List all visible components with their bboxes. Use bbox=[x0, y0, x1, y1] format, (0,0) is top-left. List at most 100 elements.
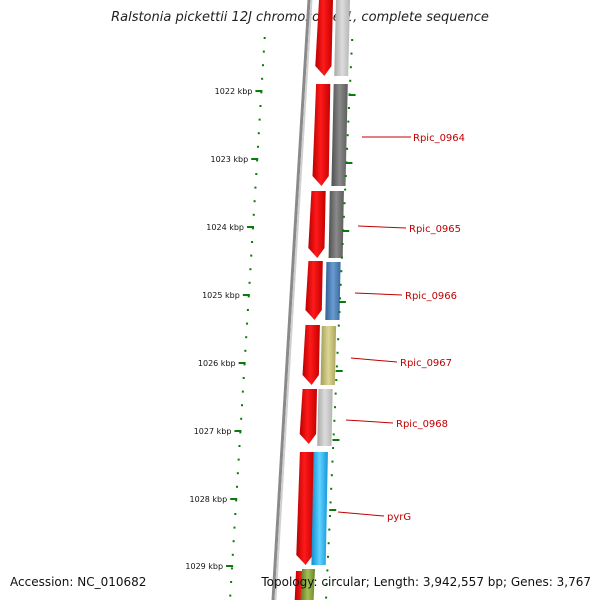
ruler-dot bbox=[240, 417, 243, 420]
ruler-dot bbox=[260, 91, 263, 94]
gene-label-leader bbox=[350, 357, 398, 363]
outer-scale-dot bbox=[338, 311, 341, 313]
outer-scale-dot bbox=[351, 39, 354, 41]
outer-scale-dot bbox=[334, 392, 337, 395]
outer-scale-dot bbox=[339, 297, 342, 300]
ruler-dot bbox=[258, 118, 261, 121]
ruler-dot bbox=[255, 173, 258, 175]
orf-arrow[interactable] bbox=[302, 325, 320, 385]
gene-label-rpic-0967[interactable]: Rpic_0967 bbox=[400, 358, 452, 369]
ruler-dot bbox=[256, 145, 259, 148]
ruler-dot bbox=[235, 499, 238, 502]
outer-scale-dot bbox=[339, 283, 342, 286]
kbp-tick-label: 1025 kbp bbox=[202, 291, 240, 300]
outer-scale-dot bbox=[325, 596, 328, 599]
gene-label-pyrg[interactable]: pyrG bbox=[387, 512, 411, 523]
outer-scale-dot bbox=[346, 147, 349, 150]
outer-scale-dot bbox=[330, 474, 333, 477]
outer-scale-dot bbox=[342, 215, 345, 218]
ruler-dot bbox=[237, 458, 240, 461]
outer-tick-scale bbox=[325, 39, 356, 599]
orf-arrow[interactable] bbox=[312, 84, 331, 186]
ruler-dot bbox=[233, 526, 236, 529]
ruler-dot bbox=[254, 186, 257, 189]
kbp-tick-label: 1028 kbp bbox=[190, 495, 228, 504]
gene-label-rpic-0965[interactable]: Rpic_0965 bbox=[409, 224, 461, 235]
outer-scale-dot bbox=[332, 433, 335, 436]
gene-label-leader bbox=[354, 292, 403, 296]
gene-block[interactable] bbox=[325, 262, 341, 320]
outer-scale-dot bbox=[341, 243, 344, 245]
gene-block[interactable] bbox=[334, 0, 350, 76]
outer-scale-dot bbox=[328, 515, 331, 517]
kbp-tick-label: 1023 kbp bbox=[210, 155, 248, 164]
ruler-dot bbox=[230, 581, 233, 583]
outer-scale-dot bbox=[347, 107, 350, 109]
outer-scale-dot bbox=[337, 324, 340, 327]
outer-scale-dot bbox=[327, 542, 330, 545]
orf-arrow[interactable] bbox=[305, 261, 323, 320]
ruler-dot bbox=[243, 363, 246, 366]
ruler-dot bbox=[261, 64, 264, 67]
outer-scale-dot bbox=[332, 447, 335, 449]
outer-scale-dot bbox=[331, 460, 334, 463]
ruler-dot bbox=[241, 404, 244, 407]
ruler-dot bbox=[257, 132, 260, 135]
ruler-dot bbox=[238, 445, 241, 447]
ruler-dot bbox=[234, 513, 237, 515]
outer-scale-dot bbox=[335, 379, 338, 381]
gene-block[interactable] bbox=[331, 84, 348, 186]
orf-arrow[interactable] bbox=[296, 452, 315, 565]
ruler-dot bbox=[249, 268, 252, 271]
gene-block[interactable] bbox=[320, 326, 337, 385]
outer-scale-dot bbox=[347, 120, 350, 123]
outer-scale-dot bbox=[335, 365, 338, 368]
ruler-dot bbox=[231, 553, 234, 556]
ruler-dot bbox=[263, 37, 266, 39]
backbone-ring bbox=[271, 0, 311, 600]
outer-scale-dot bbox=[344, 188, 347, 191]
orf-arrow[interactable] bbox=[299, 389, 317, 444]
ruler-dot bbox=[232, 540, 235, 543]
ruler-dot bbox=[250, 254, 253, 257]
ruler-dot bbox=[251, 227, 254, 230]
ruler-dot bbox=[246, 322, 249, 325]
outer-scale-dot bbox=[326, 569, 329, 572]
ruler-dot bbox=[262, 50, 265, 53]
ruler-dot bbox=[248, 281, 251, 284]
outer-scale-dot bbox=[336, 351, 339, 354]
ruler-dot bbox=[256, 159, 259, 162]
map-title: Ralstonia pickettii 12J chromosome 1, co… bbox=[111, 10, 489, 25]
gene-block[interactable] bbox=[328, 191, 344, 258]
ruler-dot bbox=[239, 431, 242, 434]
gene-annotations: Rpic_0964 Rpic_0965 Rpic_0966 Rpic_0967 … bbox=[337, 133, 465, 523]
gene-block[interactable] bbox=[300, 569, 315, 600]
genome-summary: Topology: circular; Length: 3,942,557 bp… bbox=[261, 575, 591, 589]
outer-scale-dot bbox=[329, 501, 332, 504]
ruler-dot bbox=[245, 336, 248, 339]
ruler-dot bbox=[261, 77, 264, 80]
gene-label-rpic-0968[interactable]: Rpic_0968 bbox=[396, 419, 448, 430]
gene-label-rpic-0964[interactable]: Rpic_0964 bbox=[413, 133, 465, 144]
outer-scale-dot bbox=[333, 406, 336, 409]
ruler-dot bbox=[230, 567, 233, 570]
gene-label-rpic-0966[interactable]: Rpic_0966 bbox=[405, 291, 457, 302]
outer-scale-dot bbox=[330, 487, 333, 490]
ruler-dot bbox=[244, 349, 247, 352]
gene-label-leader bbox=[357, 225, 407, 229]
kbp-ruler: 1022 kbp 1023 kbp 1024 kbp 1025 kbp 1026 kbp… bbox=[185, 37, 266, 597]
orf-arrow[interactable] bbox=[315, 0, 333, 76]
outer-scale-dot bbox=[344, 175, 347, 177]
kbp-tick-label: 1026 kbp bbox=[198, 359, 236, 368]
outer-scale-dot bbox=[349, 66, 352, 69]
kbp-tick-label: 1027 kbp bbox=[194, 427, 232, 436]
outer-scale-dot bbox=[340, 270, 343, 273]
ruler-dot bbox=[251, 241, 254, 243]
gene-block[interactable] bbox=[317, 389, 333, 446]
outer-scale-dot bbox=[343, 202, 346, 205]
kbp-tick-label: 1022 kbp bbox=[215, 87, 253, 96]
backbone-highlight bbox=[274, 0, 313, 600]
gene-block[interactable] bbox=[311, 452, 328, 565]
orf-arrow[interactable] bbox=[308, 191, 326, 258]
